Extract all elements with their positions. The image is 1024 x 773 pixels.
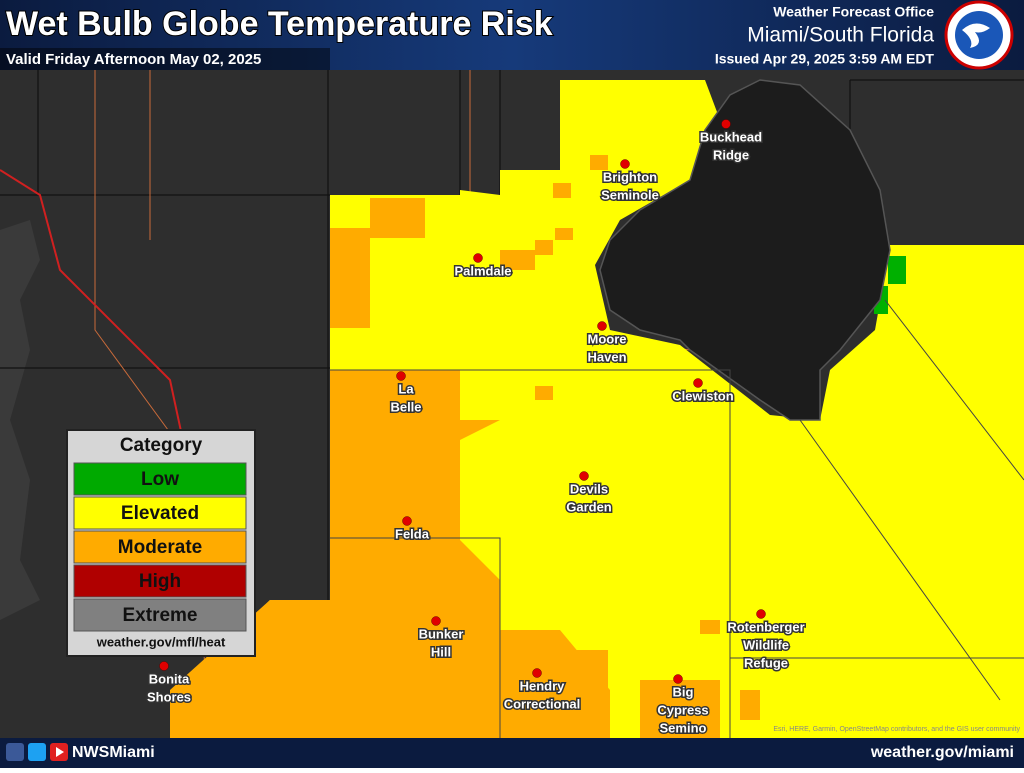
legend-label: Low	[141, 469, 179, 490]
footer-bar	[0, 738, 1024, 768]
legend-swatch	[73, 496, 247, 530]
place-dot	[721, 119, 731, 129]
office-label: Weather Forecast Office	[773, 4, 934, 20]
issued-time: Issued Apr 29, 2025 3:59 AM EDT	[715, 51, 935, 67]
place-label: Clewiston	[672, 388, 733, 403]
place-label: Belle	[390, 399, 421, 414]
place-label: Ridge	[713, 147, 749, 162]
place-dot	[402, 516, 412, 526]
legend-swatch	[73, 598, 247, 632]
place-dot	[473, 253, 483, 263]
place-label: Bonita	[149, 671, 190, 686]
title: Wet Bulb Globe Temperature Risk	[6, 5, 553, 43]
place-label: Cypress	[657, 702, 708, 717]
attribution: Esri, HERE, Garmin, OpenStreetMap contri…	[773, 726, 1020, 733]
place-label: Bunker	[419, 626, 464, 641]
legend: Category LowElevatedModerateHighExtreme …	[66, 429, 256, 657]
place-label: Hendry	[520, 678, 566, 693]
header-bar	[0, 0, 1024, 70]
legend-swatch	[73, 462, 247, 496]
place-dot	[620, 159, 630, 169]
legend-label: High	[139, 571, 181, 592]
valid-time: Valid Friday Afternoon May 02, 2025	[6, 51, 261, 68]
place-label: Moore	[588, 331, 627, 346]
place-dot	[756, 609, 766, 619]
place-label: Wildlife	[743, 637, 789, 652]
legend-label: Extreme	[123, 605, 198, 626]
place-label: Palmdale	[454, 263, 511, 278]
place-dot	[597, 321, 607, 331]
place-dot	[396, 371, 406, 381]
place-label: Refuge	[744, 655, 788, 670]
place-label: Haven	[587, 349, 626, 364]
place-label: Hill	[431, 644, 451, 659]
social-handle[interactable]: NWSMiami	[72, 744, 155, 761]
place-label: Rotenberger	[727, 619, 804, 634]
facebook-icon[interactable]	[6, 743, 24, 761]
legend-title: Category	[120, 435, 203, 456]
nws-logo	[944, 0, 1014, 70]
place-label: Seminole	[601, 187, 659, 202]
place-label: Garden	[566, 499, 612, 514]
legend-link: weather.gov/mfl/heat	[96, 634, 226, 649]
youtube-play	[56, 747, 64, 757]
place-dot	[532, 668, 542, 678]
place-label: Brighton	[603, 169, 657, 184]
place-label: Devils	[570, 481, 608, 496]
place-label: Shores	[147, 689, 191, 704]
moderate-patches	[330, 155, 760, 738]
place-label: Semino	[660, 720, 707, 735]
place-label: La	[398, 381, 414, 396]
place-label: Big	[673, 684, 694, 699]
twitter-icon[interactable]	[28, 743, 46, 761]
place-dot	[579, 471, 589, 481]
legend-label: Moderate	[118, 537, 202, 558]
coast	[0, 220, 40, 620]
place-dot	[673, 674, 683, 684]
place-dot	[159, 661, 169, 671]
legend-swatch	[73, 564, 247, 598]
legend-swatch	[73, 530, 247, 564]
place-dot	[693, 378, 703, 388]
office-name: Miami/South Florida	[747, 24, 934, 47]
place-label: Buckhead	[700, 129, 762, 144]
place-dot	[431, 616, 441, 626]
legend-label: Elevated	[121, 503, 199, 524]
place-label: Felda	[395, 526, 430, 541]
lake-okeechobee	[599, 79, 891, 421]
site-link[interactable]: weather.gov/miami	[870, 744, 1014, 761]
boundary-lines	[330, 299, 1024, 738]
place-label: Correctional	[504, 696, 581, 711]
valid-bar	[0, 48, 330, 70]
county-lines	[0, 70, 1024, 600]
